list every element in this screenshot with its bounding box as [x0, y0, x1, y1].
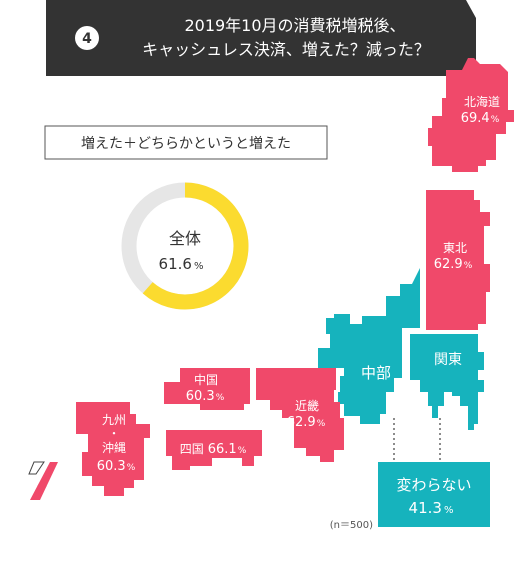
sample-size: (n＝500)	[330, 520, 373, 531]
region-kanto: 関東	[410, 334, 484, 430]
region-shape-chubu	[318, 268, 420, 424]
region-shape-kanto	[410, 334, 484, 430]
region-name-shikoku: 四国	[180, 442, 204, 456]
okinawa-islands	[28, 461, 58, 500]
region-value-unit-tohoku: %	[464, 261, 473, 271]
region-value-number-chugoku: 60.3	[186, 389, 215, 404]
okinawa-island-main	[30, 462, 58, 500]
region-value-tohoku: 62.9%	[434, 257, 473, 272]
region-value-unit-hokkaido: %	[491, 115, 500, 125]
unchanged-value-number: 41.3	[409, 499, 442, 517]
region-shape-chugoku	[164, 368, 250, 410]
region-tohoku: 東北 62.9%	[426, 190, 490, 330]
region-value-number-kyushu-okinawa: 60.3	[97, 459, 126, 474]
region-name-chugoku: 中国	[194, 372, 218, 387]
region-chugoku: 中国 60.3%	[164, 368, 250, 410]
unchanged-box	[378, 462, 490, 527]
region-shikoku: 四国 66.1%	[166, 430, 262, 470]
region-value-shikoku: 四国 66.1%	[180, 442, 247, 457]
region-name-chubu: 中部	[361, 364, 391, 382]
region-shape-hokkaido	[428, 58, 514, 172]
region-kinki: 近畿 62.9%	[256, 368, 344, 462]
unchanged-label: 変わらない	[396, 476, 471, 494]
donut-value-arc	[142, 182, 249, 310]
region-kyushu-okinawa: 九州 ・ 沖縄 60.3%	[76, 402, 150, 496]
region-value-unit-chugoku: %	[216, 393, 225, 403]
donut-chart: 全体 61.6%	[121, 182, 249, 310]
legend-box	[44, 125, 328, 160]
region-value-number-hokkaido: 69.4	[461, 111, 490, 126]
region-value-chugoku: 60.3%	[186, 389, 225, 404]
region-name-hokkaido: 北海道	[464, 94, 500, 109]
region-shape-kyushu-okinawa	[76, 402, 150, 496]
region-shape-shikoku	[166, 430, 262, 470]
region-name-dot: ・	[109, 427, 120, 440]
region-name-kyushu: 九州	[102, 413, 126, 427]
region-shape-kinki	[256, 368, 344, 462]
region-value-number-shikoku: 66.1	[208, 442, 237, 457]
region-name-kanto: 関東	[434, 352, 462, 368]
region-value-number-kinki: 62.9	[287, 415, 316, 430]
region-shape-tohoku	[426, 190, 490, 330]
region-value-kyushu-okinawa: 60.3%	[97, 459, 136, 474]
region-hokkaido: 北海道 69.4%	[428, 58, 514, 172]
region-value-kinki: 62.9%	[287, 415, 326, 430]
unchanged-value: 41.3%	[409, 499, 454, 517]
okinawa-island-outline-1	[28, 461, 45, 475]
region-value-unit-kyushu-okinawa: %	[127, 463, 136, 473]
region-value-unit-shikoku: %	[238, 446, 247, 456]
region-value-unit-kinki: %	[317, 419, 326, 429]
legend: 増えた＋どちらかというと増えた	[44, 125, 328, 160]
donut-label: 全体	[169, 229, 201, 248]
region-name-okinawa: 沖縄	[102, 440, 126, 455]
donut-value-unit: %	[194, 261, 204, 272]
header-number: 4	[82, 31, 92, 47]
header-title-line1: 2019年10月の消費税増税後、	[184, 16, 405, 35]
header-title-line2: キャッシュレス決済、増えた？減った？	[142, 40, 430, 59]
region-value-hokkaido: 69.4%	[461, 111, 500, 126]
header-banner: 4 2019年10月の消費税増税後、 キャッシュレス決済、増えた？減った？	[46, 0, 476, 76]
header-number-badge	[75, 26, 99, 50]
header-background	[46, 0, 476, 76]
region-chubu: 中部	[318, 268, 420, 424]
legend-label: 増えた＋どちらかというと増えた	[81, 136, 291, 152]
region-value-number-tohoku: 62.9	[434, 257, 463, 272]
region-name-tohoku: 東北	[443, 241, 467, 255]
unchanged-callout: 変わらない 41.3%	[378, 418, 490, 527]
unchanged-value-unit: %	[444, 505, 454, 516]
region-name-kinki: 近畿	[295, 399, 319, 413]
donut-value: 61.6%	[159, 255, 204, 273]
donut-value-number: 61.6	[159, 255, 192, 273]
